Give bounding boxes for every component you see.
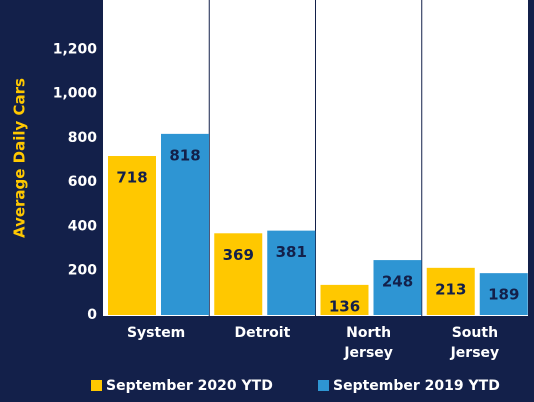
value-label: 248	[382, 273, 413, 291]
x-tick-label: South Jersey	[450, 325, 500, 361]
bar	[267, 230, 316, 315]
legend-label: September 2019 YTD	[333, 378, 500, 394]
y-tick-label: 200	[68, 263, 97, 279]
value-label: 189	[488, 286, 519, 304]
x-tick-label: Detroit	[234, 325, 291, 341]
y-tick-label: 1,200	[53, 41, 98, 57]
value-label: 369	[223, 246, 254, 264]
y-tick-label: 800	[68, 130, 97, 146]
bar	[161, 133, 209, 315]
y-axis-label: Average Daily Cars	[11, 78, 29, 238]
y-tick-label: 0	[87, 307, 97, 323]
bar	[373, 260, 422, 315]
value-label: 136	[329, 297, 360, 315]
bar	[426, 267, 475, 315]
y-tick-label: 600	[68, 174, 97, 190]
y-tick-label: 400	[68, 218, 97, 234]
value-label: 718	[116, 169, 147, 187]
x-tick-label: System	[126, 325, 186, 341]
x-tick-label: North Jersey	[344, 325, 393, 361]
legend-label: September 2020 YTD	[106, 378, 273, 394]
y-tick-label: 1,000	[53, 86, 98, 102]
value-label: 818	[169, 146, 200, 164]
bar	[479, 273, 528, 315]
bar	[108, 156, 156, 315]
bar	[214, 233, 263, 315]
legend-swatch	[91, 380, 102, 391]
value-label: 213	[435, 280, 466, 298]
legend-swatch	[318, 380, 329, 391]
bar	[320, 284, 369, 315]
value-label: 381	[276, 243, 307, 261]
